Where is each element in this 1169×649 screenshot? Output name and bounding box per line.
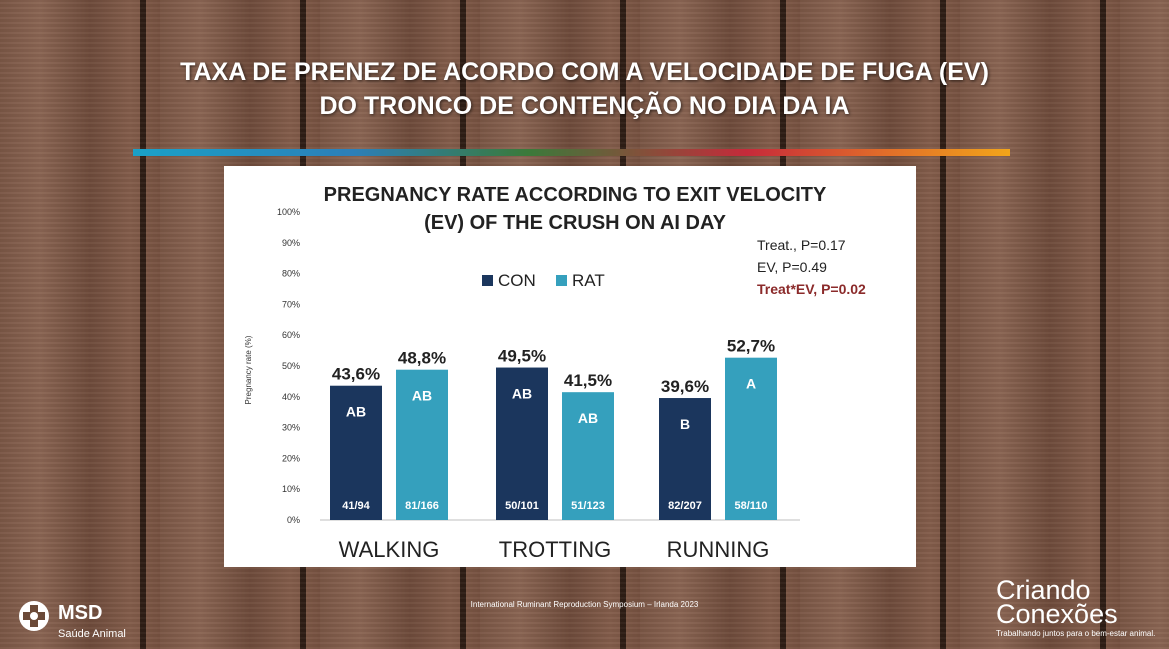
count-label-con-walking: 41/94	[342, 500, 370, 512]
value-label-rat-trotting: 41,5%	[564, 371, 612, 390]
value-label-con-running: 39,6%	[661, 377, 709, 396]
slide-title-line-1: TAXA DE PRENEZ DE ACORDO COM A VELOCIDAD…	[180, 58, 989, 86]
stats-annotation-2: EV, P=0.49	[757, 259, 827, 275]
letter-label-con-trotting: AB	[512, 386, 532, 402]
letter-label-rat-running: A	[746, 376, 756, 392]
y-tick-label: 20%	[282, 453, 300, 463]
y-axis-label: Pregnancy rate (%)	[244, 335, 253, 404]
y-tick-label: 30%	[282, 423, 300, 433]
legend-swatch-con	[482, 275, 493, 286]
letter-label-con-running: B	[680, 416, 690, 432]
slide-title-line-2: DO TRONCO DE CONTENÇÃO NO DIA DA IA	[319, 92, 850, 120]
count-label-con-trotting: 50/101	[505, 500, 539, 512]
gradient-divider	[133, 149, 1010, 156]
chart-title-line-1: PREGNANCY RATE ACCORDING TO EXIT VELOCIT…	[324, 184, 827, 206]
legend-label-rat: RAT	[572, 271, 605, 290]
stats-annotation-1: Treat., P=0.17	[757, 237, 846, 253]
category-label-running: RUNNING	[667, 537, 770, 562]
brand-tagline: Trabalhando juntos para o bem-estar anim…	[996, 629, 1156, 638]
y-tick-label: 10%	[282, 484, 300, 494]
category-label-walking: WALKING	[339, 537, 440, 562]
y-tick-label: 70%	[282, 299, 300, 309]
y-tick-label: 60%	[282, 330, 300, 340]
y-tick-label: 0%	[287, 515, 300, 525]
bar-rat-trotting	[562, 392, 614, 520]
letter-label-rat-walking: AB	[412, 388, 432, 404]
letter-label-con-walking: AB	[346, 404, 366, 420]
msd-logo-icon	[19, 601, 49, 631]
legend-swatch-rat	[556, 275, 567, 286]
chart-title-line-2: (EV) OF THE CRUSH ON AI DAY	[424, 212, 727, 234]
chart-panel: PREGNANCY RATE ACCORDING TO EXIT VELOCIT…	[224, 166, 916, 567]
value-label-rat-walking: 48,8%	[398, 349, 446, 368]
count-label-rat-walking: 81/166	[405, 500, 439, 512]
stats-annotation-3: Treat*EV, P=0.02	[757, 281, 866, 297]
y-tick-label: 50%	[282, 361, 300, 371]
count-label-rat-running: 58/110	[734, 500, 767, 512]
slide-title: TAXA DE PRENEZ DE ACORDO COM A VELOCIDAD…	[0, 55, 1169, 123]
brand-line-1: Criando	[996, 575, 1091, 605]
brand-line-2: Conexões	[996, 599, 1118, 629]
count-label-rat-trotting: 51/123	[571, 500, 605, 512]
bar-rat-walking	[396, 369, 448, 520]
count-label-con-running: 82/207	[668, 500, 702, 512]
msd-name: MSD	[58, 602, 103, 624]
bar-con-running	[659, 398, 711, 520]
pregnancy-rate-chart: PREGNANCY RATE ACCORDING TO EXIT VELOCIT…	[244, 184, 866, 562]
brand-logo: Criando Conexões Trabalhando juntos para…	[996, 575, 1156, 639]
value-label-con-walking: 43,6%	[332, 365, 380, 384]
value-label-con-trotting: 49,5%	[498, 347, 546, 366]
msd-subtitle: Saúde Animal	[58, 628, 126, 640]
y-tick-label: 90%	[282, 238, 300, 248]
footer-note: International Ruminant Reproduction Symp…	[470, 600, 699, 609]
value-label-rat-running: 52,7%	[727, 337, 775, 356]
bar-con-trotting	[496, 367, 548, 520]
bar-con-walking	[330, 385, 382, 520]
letter-label-rat-trotting: AB	[578, 410, 598, 426]
category-label-trotting: TROTTING	[499, 537, 611, 562]
y-tick-label: 40%	[282, 392, 300, 402]
legend-label-con: CON	[498, 271, 536, 290]
y-tick-label: 100%	[277, 207, 300, 217]
y-tick-label: 80%	[282, 269, 300, 279]
bar-rat-running	[725, 357, 777, 520]
